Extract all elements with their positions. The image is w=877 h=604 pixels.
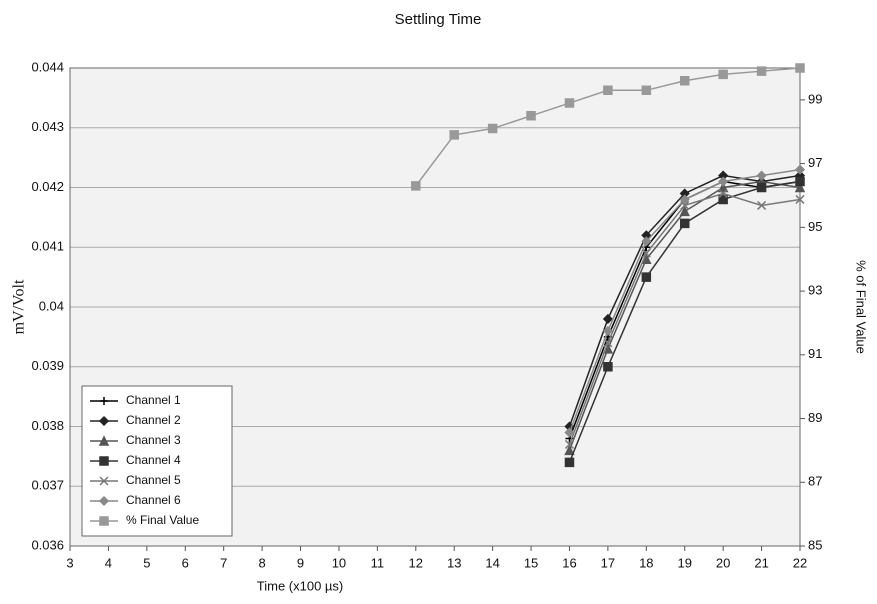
x-tick-label: 20 (716, 555, 730, 570)
y2-tick-label: 89 (808, 410, 822, 425)
marker (564, 457, 575, 468)
x-tick-label: 8 (258, 555, 265, 570)
marker (679, 218, 690, 229)
y-tick-label: 0.036 (31, 537, 64, 552)
x-tick-label: 9 (297, 555, 304, 570)
marker (564, 427, 575, 438)
marker (411, 181, 421, 191)
marker (679, 75, 690, 86)
marker (98, 415, 110, 427)
legend-label: % Final Value (126, 513, 199, 527)
y-tick-label: 0.042 (31, 179, 64, 194)
x-tick-label: 13 (447, 555, 461, 570)
marker (679, 194, 690, 205)
marker (99, 516, 109, 526)
x-tick-label: 16 (562, 555, 576, 570)
legend-label: Channel 4 (126, 453, 181, 467)
x-tick-label: 19 (678, 555, 692, 570)
legend-label: Channel 3 (126, 433, 181, 447)
marker (641, 236, 652, 247)
legend-label: Channel 5 (126, 473, 181, 487)
y-tick-label: 0.038 (31, 418, 64, 433)
marker (603, 362, 613, 372)
marker (794, 181, 806, 193)
marker (100, 397, 108, 405)
marker (679, 205, 690, 217)
marker (718, 176, 729, 187)
x-tick-label: 18 (639, 555, 653, 570)
legend-label: Channel 1 (126, 393, 181, 407)
marker (718, 188, 728, 199)
marker (641, 85, 652, 96)
x-axis-label: Time (x100 µs) (257, 578, 343, 593)
marker (795, 194, 805, 204)
x-tick-label: 4 (105, 555, 112, 570)
marker (602, 313, 613, 325)
x-tick-label: 3 (66, 555, 73, 570)
y-tick-label: 0.044 (31, 59, 64, 74)
marker (98, 495, 110, 507)
marker (756, 66, 767, 76)
plot-border (69, 67, 801, 547)
y2-tick-label: 87 (808, 474, 822, 489)
marker (98, 435, 110, 446)
marker (641, 248, 651, 258)
marker (449, 130, 459, 140)
chart-title: Settling Time (395, 11, 482, 28)
legend-label: Channel 6 (126, 493, 181, 507)
y2-tick-label: 91 (808, 346, 822, 361)
marker (717, 181, 729, 193)
marker (526, 111, 536, 121)
y-tick-label: 0.04 (39, 298, 64, 313)
marker (757, 200, 767, 210)
x-tick-label: 17 (601, 555, 615, 570)
marker (603, 338, 613, 348)
y2-axis-label: % of Final Value (854, 260, 869, 354)
y2-tick-label: 95 (808, 219, 822, 234)
marker (564, 98, 575, 108)
marker (99, 456, 109, 466)
marker (602, 325, 613, 336)
y-axis-label: mV/Volt (11, 279, 28, 334)
x-tick-label: 10 (332, 555, 346, 570)
marker (641, 272, 652, 282)
y-tick-label: 0.041 (31, 239, 64, 254)
y2-tick-label: 85 (808, 537, 822, 552)
marker (487, 123, 498, 134)
y-tick-label: 0.037 (31, 478, 64, 493)
y2-tick-label: 99 (808, 91, 822, 106)
x-tick-label: 12 (409, 555, 423, 570)
y-tick-label: 0.039 (31, 358, 64, 373)
marker (794, 164, 806, 175)
x-tick-label: 14 (485, 555, 499, 570)
marker (564, 439, 575, 449)
marker (564, 444, 575, 456)
x-tick-label: 6 (182, 555, 189, 570)
y2-tick-label: 93 (808, 283, 822, 298)
y-tick-label: 0.043 (31, 119, 64, 134)
marker (603, 85, 613, 96)
x-tick-label: 21 (754, 555, 768, 570)
y2-tick-label: 97 (808, 155, 822, 170)
marker (795, 63, 805, 73)
marker (99, 476, 109, 486)
x-tick-label: 22 (793, 555, 807, 570)
x-tick-label: 11 (371, 555, 385, 570)
marker (756, 170, 767, 181)
legend-label: Channel 2 (126, 413, 181, 427)
x-tick-label: 15 (524, 555, 538, 570)
marker (795, 176, 805, 187)
x-tick-label: 5 (143, 555, 150, 570)
marker (756, 182, 767, 193)
marker (718, 69, 728, 80)
x-tick-label: 7 (220, 555, 227, 570)
